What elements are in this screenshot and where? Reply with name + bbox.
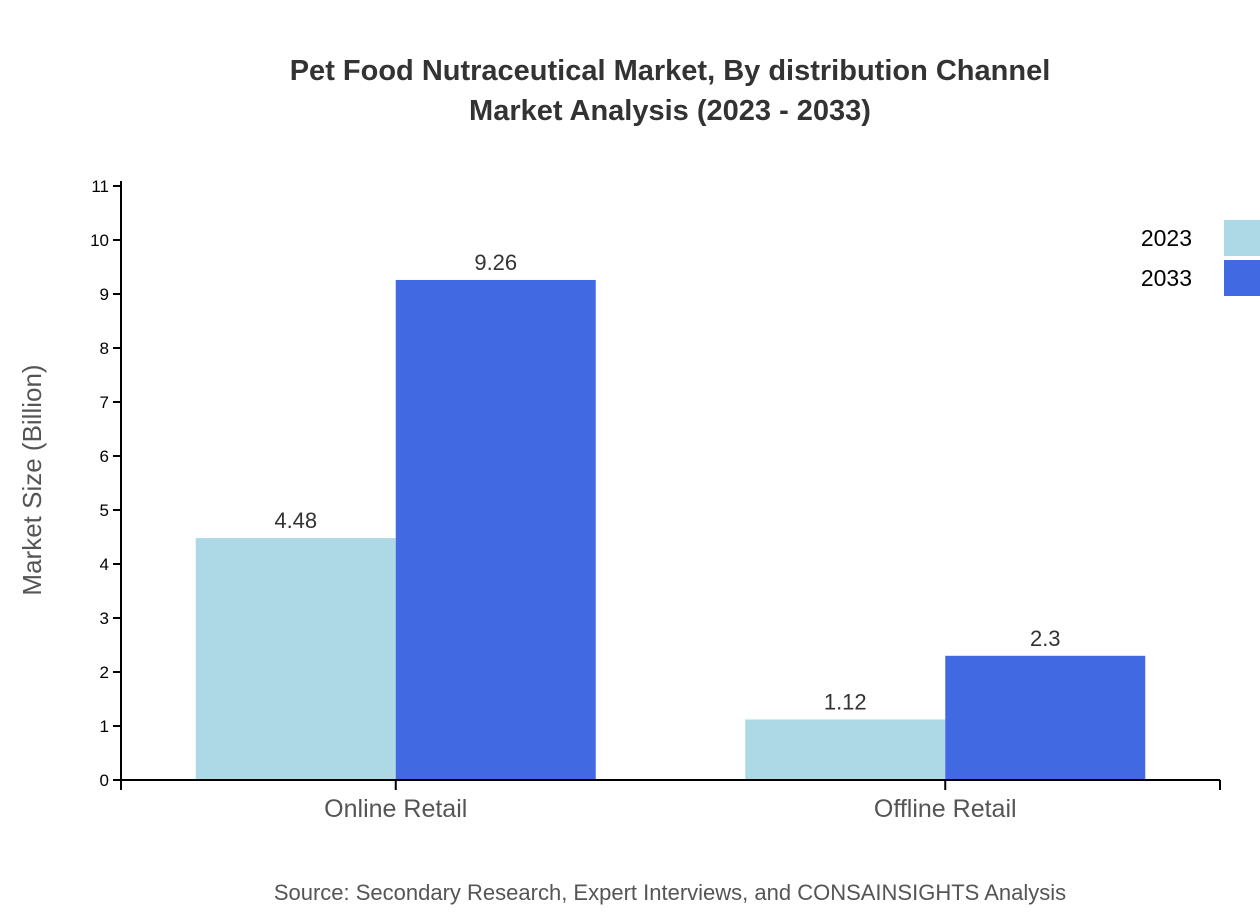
- y-tick-label: 11: [91, 177, 109, 196]
- x-tick-label: Offline Retail: [874, 795, 1017, 823]
- legend-swatch-2023: [1224, 220, 1260, 256]
- data-label: 4.48: [274, 508, 317, 533]
- data-label: 2.3: [1030, 626, 1061, 651]
- y-tick-label: 2: [100, 663, 109, 682]
- data-label: 9.26: [474, 250, 517, 275]
- chart-title-line-1: Pet Food Nutraceutical Market, By distri…: [290, 55, 1051, 87]
- x-tick-label: Online Retail: [324, 795, 467, 823]
- data-label: 1.12: [824, 690, 867, 715]
- bar-2023: [745, 719, 946, 780]
- y-tick-label: 7: [100, 393, 109, 412]
- bar-2033: [395, 279, 596, 780]
- legend-label: 2033: [1141, 265, 1192, 291]
- y-tick-label: 8: [100, 339, 109, 358]
- y-tick-label: 1: [100, 717, 109, 736]
- y-tick-label: 4: [100, 555, 109, 574]
- y-axis-label: Market Size (Billion): [17, 364, 47, 595]
- bar-2023: [195, 538, 396, 780]
- y-tick-label: 10: [90, 231, 109, 250]
- legend-swatch-2033: [1224, 260, 1260, 296]
- y-tick-label: 6: [100, 447, 109, 466]
- y-tick-label: 3: [100, 609, 109, 628]
- y-tick-label: 9: [100, 285, 109, 304]
- y-tick-label: 5: [100, 501, 109, 520]
- chart-title-line-2: Market Analysis (2023 - 2033): [469, 95, 871, 127]
- bar-2033: [945, 655, 1146, 780]
- y-tick-label: 0: [100, 771, 109, 790]
- source-note: Source: Secondary Research, Expert Inter…: [274, 880, 1066, 905]
- legend-label: 2023: [1141, 225, 1192, 251]
